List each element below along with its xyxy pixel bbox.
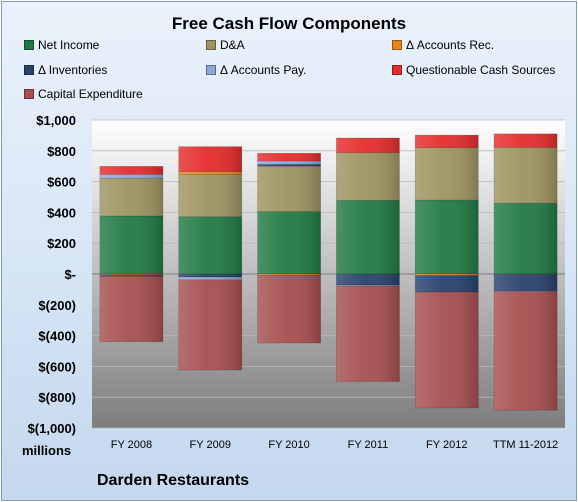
legend-swatch <box>206 40 216 50</box>
legend-swatch <box>24 89 34 99</box>
bar-shading <box>336 200 400 274</box>
x-tick-label: FY 2011 <box>348 439 389 451</box>
bar-shading <box>178 279 242 370</box>
chart-title: Free Cash Flow Components <box>171 14 407 33</box>
y-tick-label: $(400) <box>38 329 76 344</box>
y-tick-label: $(600) <box>38 359 76 374</box>
bar-shading <box>336 274 400 286</box>
bar-shading <box>178 171 242 175</box>
legend-label: Net Income <box>38 38 100 52</box>
y-tick-label: $- <box>64 267 76 282</box>
bar-shading <box>257 166 321 212</box>
bar-shading <box>336 285 400 287</box>
legend-label: Δ Accounts Pay. <box>220 63 307 77</box>
bar-shading <box>257 160 321 165</box>
bar-shading <box>415 275 479 293</box>
bar-shading <box>336 286 400 382</box>
legend-label: Δ Accounts Rec. <box>406 38 495 52</box>
bar-shading <box>336 152 400 201</box>
legend-item-capex: Capital Expenditure <box>24 87 143 101</box>
legend-label: Δ Inventories <box>38 63 108 77</box>
legend-item-inventories: Δ Inventories <box>24 63 107 77</box>
x-tick-label: FY 2008 <box>111 439 152 451</box>
bar-shading <box>178 146 242 172</box>
bar-shading <box>257 164 321 167</box>
bar-shading <box>494 291 558 411</box>
bar-shading <box>415 135 479 148</box>
bar-shading <box>178 274 242 278</box>
bar-shading <box>257 274 321 276</box>
y-tick-label: $1,000 <box>36 113 76 128</box>
bar-shading <box>494 274 558 275</box>
bar-shading <box>415 292 479 408</box>
bar-shading <box>99 174 163 179</box>
y-tick-label: $(800) <box>38 390 76 405</box>
bar-shading <box>99 274 163 275</box>
units-label: millions <box>22 443 72 458</box>
x-tick-label: FY 2012 <box>426 439 467 451</box>
legend-label: Capital Expenditure <box>38 87 143 101</box>
bar-shading <box>257 211 321 274</box>
legend-item-accounts-rec: Δ Accounts Rec. <box>392 38 494 52</box>
bar-shading <box>336 138 400 153</box>
x-tick-label: FY 2009 <box>190 439 231 451</box>
legend-swatch <box>24 40 34 50</box>
bar-shading <box>494 274 558 291</box>
bar-shading <box>415 147 479 201</box>
legend-item-questionable-cash: Questionable Cash Sources <box>392 63 555 77</box>
legend-item-da: D&A <box>206 38 245 52</box>
bar-shading <box>494 147 558 204</box>
bar-shading <box>494 290 558 292</box>
bar-shading <box>257 275 321 343</box>
legend-swatch <box>392 65 402 75</box>
company-label: Darden Restaurants <box>97 472 250 489</box>
bar-shading <box>99 178 163 216</box>
y-tick-label: $(1,000) <box>28 421 76 436</box>
legend-item-net-income: Net Income <box>24 38 99 52</box>
legend-label: Questionable Cash Sources <box>406 63 556 77</box>
bar-shading <box>415 274 479 276</box>
legend-item-accounts-pay: Δ Accounts Pay. <box>206 63 307 77</box>
bar-shading <box>99 274 163 277</box>
y-tick-label: $200 <box>47 236 76 251</box>
legend-swatch <box>206 65 216 75</box>
bar-shading <box>178 216 242 274</box>
y-tick-label: $400 <box>47 205 76 220</box>
bar-shading <box>494 203 558 274</box>
bar-shading <box>415 200 479 274</box>
x-tick-label: TTM 11-2012 <box>493 439 558 451</box>
bar-shading <box>494 133 558 148</box>
x-tick-label: FY 2010 <box>268 439 309 451</box>
legend-swatch <box>24 65 34 75</box>
y-tick-label: $(200) <box>38 298 76 313</box>
bar-shading <box>99 215 163 274</box>
legend-label: D&A <box>220 38 245 52</box>
bar-shading <box>178 277 242 280</box>
y-tick-label: $800 <box>47 144 76 159</box>
legend-swatch <box>392 40 402 50</box>
y-tick-label: $600 <box>47 175 76 190</box>
bar-shading <box>257 153 321 161</box>
bar-shading <box>99 276 163 342</box>
bar-shading <box>99 166 163 175</box>
bar-shading <box>178 174 242 217</box>
